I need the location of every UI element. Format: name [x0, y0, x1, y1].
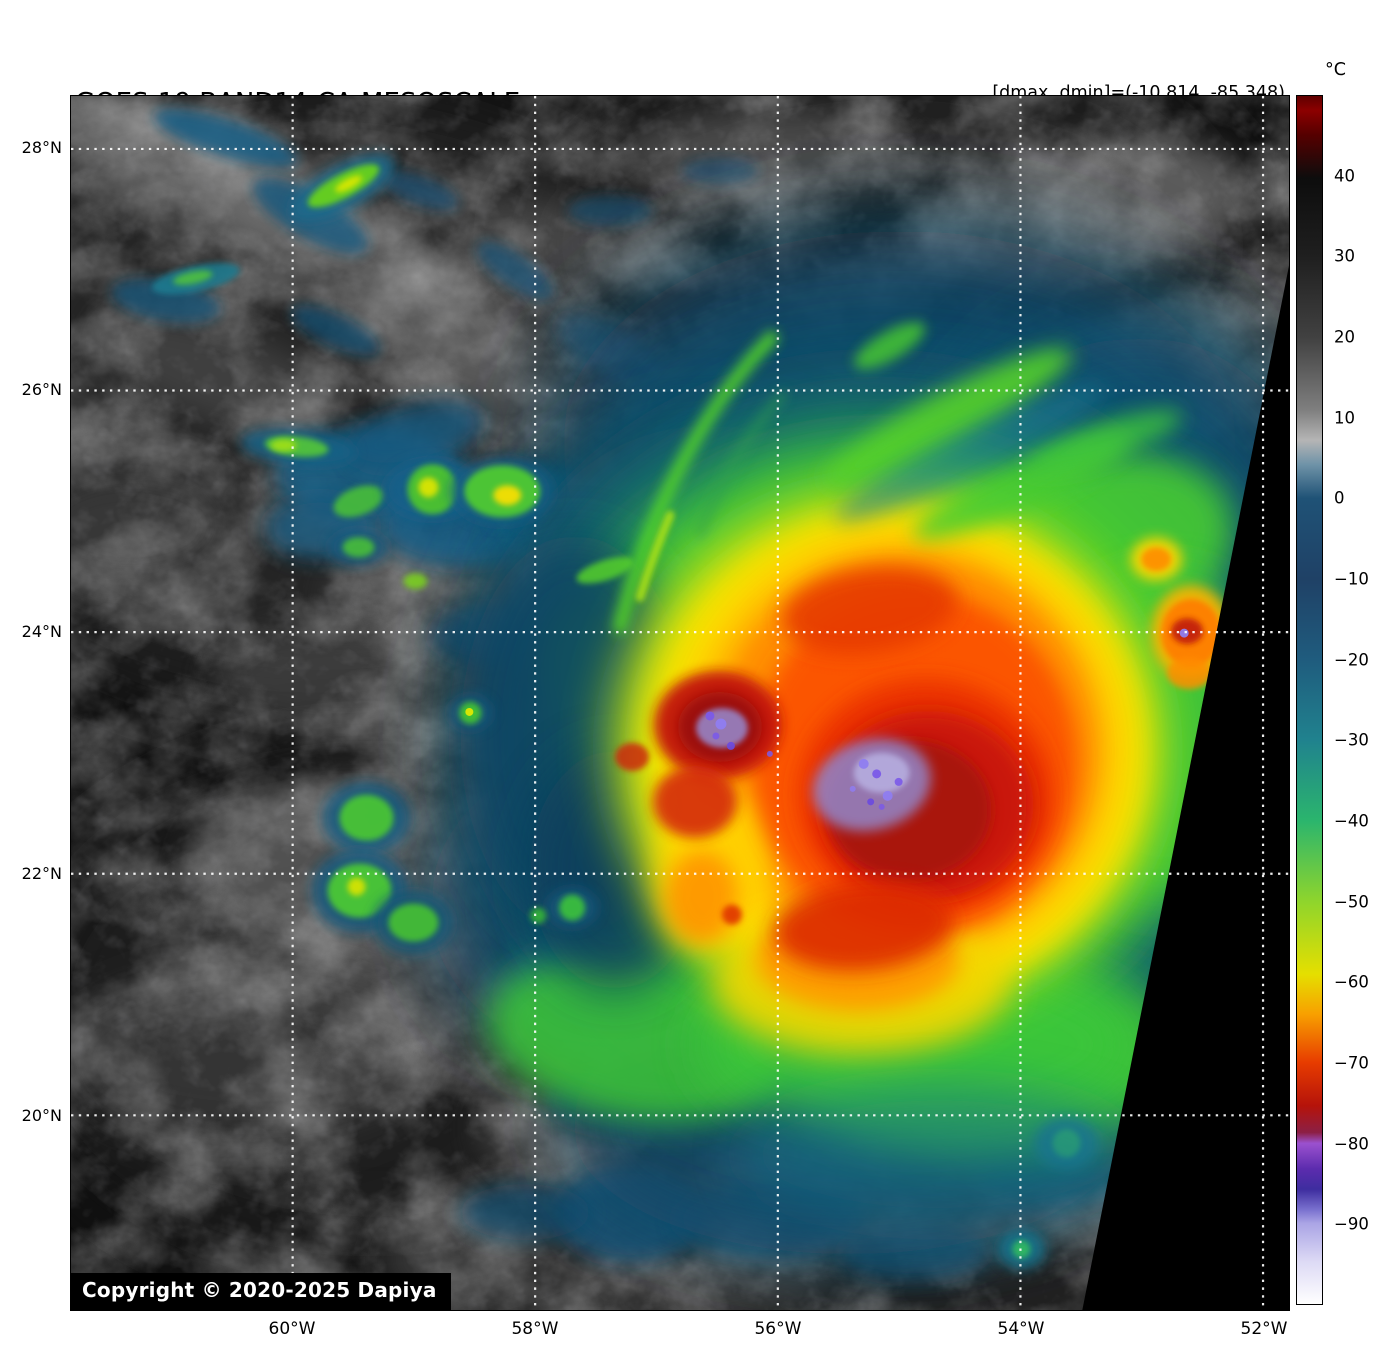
spiral-arc-band — [576, 322, 1183, 634]
scan-edge-hot-towers — [739, 537, 1232, 1225]
colorbar-tick-label: −20 — [1334, 650, 1369, 670]
copyright-watermark: Copyright © 2020-2025 Dapiya — [71, 1273, 451, 1310]
satellite-map: Copyright © 2020-2025 Dapiya — [70, 95, 1290, 1311]
overshooting-tops — [695, 707, 931, 831]
lat-tick-label: 28°N — [21, 138, 62, 158]
colorbar-tick-label: −30 — [1334, 730, 1369, 750]
lon-tick-label: 56°W — [754, 1319, 802, 1339]
colorbar-tick-label: −60 — [1334, 972, 1369, 992]
temperature-colorbar — [1296, 95, 1323, 1305]
colorbar-unit-label: °C — [1325, 60, 1346, 80]
lon-tick-label: 52°W — [1240, 1319, 1288, 1339]
lon-tick-label: 58°W — [511, 1319, 559, 1339]
colorbar-tick-label: 20 — [1334, 327, 1355, 347]
satellite-image — [71, 96, 1289, 1310]
gridlines — [71, 96, 1289, 1310]
lat-tick-label: 22°N — [21, 864, 62, 884]
colorbar-tick-label: 40 — [1334, 166, 1355, 186]
outer-convective-cells — [151, 154, 1099, 1270]
colorbar-tick-label: −10 — [1334, 569, 1369, 589]
colorbar-tick-label: 30 — [1334, 246, 1355, 266]
lat-tick-label: 24°N — [21, 622, 62, 642]
colorbar-tick-label: −40 — [1334, 811, 1369, 831]
lon-tick-label: 60°W — [268, 1319, 316, 1339]
scan-edge-no-data-wedge — [1082, 265, 1289, 1310]
colorbar-tick-label: −50 — [1334, 892, 1369, 912]
colorbar-tick-label: 10 — [1334, 408, 1355, 428]
lon-tick-label: 54°W — [997, 1319, 1045, 1339]
colorbar-tick-label: 0 — [1334, 488, 1345, 508]
lat-tick-label: 20°N — [21, 1106, 62, 1126]
lat-tick-label: 26°N — [21, 380, 62, 400]
colorbar-tick-label: −80 — [1334, 1134, 1369, 1154]
colorbar-tick-label: −90 — [1334, 1214, 1369, 1234]
colorbar-tick-label: −70 — [1334, 1053, 1369, 1073]
